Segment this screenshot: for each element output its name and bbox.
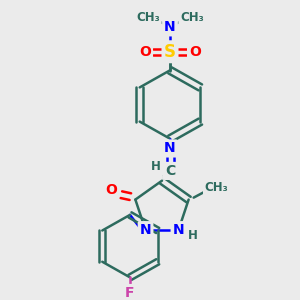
Text: O: O (139, 45, 151, 59)
Text: O: O (189, 45, 201, 59)
Text: H: H (188, 229, 197, 242)
Text: N: N (140, 223, 152, 237)
Text: CH₃: CH₃ (180, 11, 204, 24)
Text: S: S (164, 43, 176, 61)
Text: O: O (105, 183, 117, 197)
Text: H: H (151, 160, 161, 172)
Text: C: C (165, 164, 175, 178)
Text: N: N (164, 20, 176, 34)
Text: N: N (172, 223, 184, 237)
Text: N: N (164, 142, 176, 155)
Text: CH₃: CH₃ (136, 11, 160, 24)
Text: CH₃: CH₃ (205, 182, 229, 194)
Text: F: F (125, 286, 135, 300)
